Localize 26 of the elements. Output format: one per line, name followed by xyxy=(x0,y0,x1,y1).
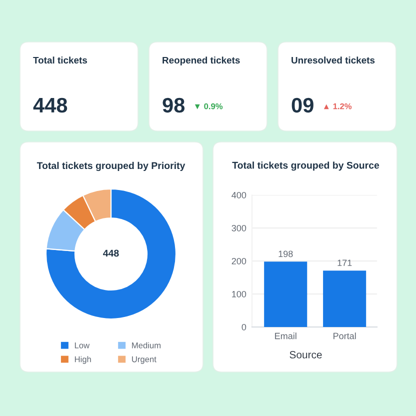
y-tick-label: 100 xyxy=(232,290,246,298)
x-axis-title: Source xyxy=(290,351,322,358)
y-tick-label: 200 xyxy=(232,258,246,264)
legend-label: High xyxy=(74,356,91,364)
text: 98 xyxy=(162,98,185,113)
text: ▲ 1.2% xyxy=(324,103,352,110)
text: Total tickets xyxy=(33,56,88,64)
chart-title: Total tickets grouped by Source xyxy=(232,162,380,171)
text: ▼ 0.9% xyxy=(194,103,223,110)
data-label: 198 xyxy=(278,250,293,258)
text: 448 xyxy=(103,250,119,257)
y-tick-label: 0 xyxy=(242,324,246,330)
text: Unresolved tickets xyxy=(292,56,375,64)
x-tick-label: Email xyxy=(275,332,296,340)
legend-label: Urgent xyxy=(132,356,156,364)
data-label: 171 xyxy=(338,260,352,266)
x-tick-label: Portal xyxy=(334,332,356,340)
y-tick-label: 300 xyxy=(232,224,246,232)
chart-title: Total tickets grouped by Priority xyxy=(36,162,186,172)
legend-label: Medium xyxy=(132,342,161,348)
donut-slice xyxy=(45,188,177,320)
text: 448 xyxy=(33,98,68,113)
text: 09 xyxy=(292,98,314,113)
y-tick-label: 400 xyxy=(232,192,246,198)
legend-label: Low xyxy=(74,342,90,348)
text: Reopened tickets xyxy=(162,56,240,66)
